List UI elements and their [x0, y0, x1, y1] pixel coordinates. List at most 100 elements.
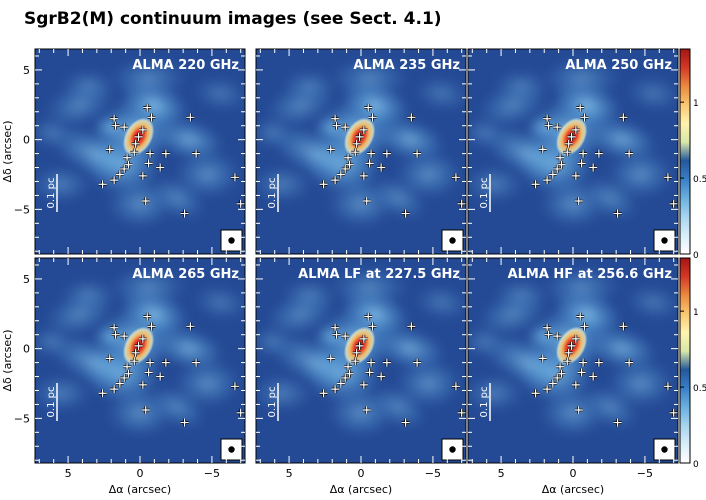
source-marker	[571, 125, 580, 134]
source-marker	[319, 389, 328, 398]
source-marker	[579, 358, 588, 367]
source-marker	[563, 357, 572, 366]
source-marker	[359, 171, 368, 180]
diffuse-emission	[35, 57, 245, 229]
source-marker	[110, 176, 119, 185]
diffuse-emission	[256, 57, 466, 229]
scale-bar-label: 0.1 pc	[479, 178, 490, 209]
source-marker	[331, 114, 340, 123]
source-marker	[161, 149, 170, 158]
source-marker	[556, 362, 565, 371]
source-marker	[134, 341, 143, 350]
source-marker	[120, 332, 129, 341]
source-marker	[115, 379, 124, 388]
source-marker	[564, 139, 573, 148]
source-marker	[571, 380, 580, 389]
source-marker	[413, 149, 422, 158]
colorbar-tick-label: 0	[693, 460, 699, 470]
source-marker	[110, 323, 119, 332]
source-marker	[192, 149, 201, 158]
source-marker	[105, 145, 114, 154]
source-marker	[230, 173, 239, 182]
panel-label: ALMA LF at 227.5 GHz	[298, 267, 460, 282]
source-marker	[134, 132, 143, 141]
source-marker	[553, 164, 562, 173]
source-marker	[367, 149, 376, 158]
source-marker	[98, 180, 107, 189]
source-marker	[625, 149, 634, 158]
colorbar-gradient	[679, 257, 691, 464]
source-marker	[110, 114, 119, 123]
x-tick-label: −5	[204, 467, 220, 480]
scale-bar-label: 0.1 pc	[479, 387, 490, 418]
source-markers	[319, 103, 466, 218]
y-tick-label: −5	[14, 203, 30, 216]
source-marker	[341, 332, 350, 341]
source-marker	[567, 341, 576, 350]
source-marker	[105, 354, 114, 363]
source-marker	[141, 197, 150, 206]
scale-bar-label: 0.1 pc	[46, 178, 57, 209]
source-marker	[531, 180, 540, 189]
source-marker	[589, 163, 598, 172]
panel-label: ALMA 220 GHz	[132, 58, 239, 73]
source-marker	[579, 149, 588, 158]
panel-label: ALMA 265 GHz	[132, 267, 239, 282]
source-marker	[407, 322, 416, 331]
y-tick-label: 0	[23, 134, 30, 147]
source-marker	[332, 121, 341, 130]
y-axis-label: Δδ (arcsec)	[1, 121, 14, 183]
source-marker	[236, 199, 245, 208]
source-marker	[110, 385, 119, 394]
source-marker	[407, 113, 416, 122]
source-marker	[382, 149, 391, 158]
scale-bar-label: 0.1 pc	[46, 387, 57, 418]
x-tick-label: 5	[65, 467, 72, 480]
source-markers	[319, 312, 466, 427]
source-marker	[362, 197, 371, 206]
x-tick-label: 5	[286, 467, 293, 480]
source-marker	[574, 406, 583, 415]
source-marker	[186, 322, 195, 331]
panel-1: ALMA 220 GHz 0.1 pc 5 0 −5 Δδ (arcsec)	[1, 48, 246, 255]
source-marker	[352, 348, 361, 357]
axis-ticks	[468, 49, 678, 254]
source-marker	[156, 163, 165, 172]
x-tick-label: 0	[570, 467, 577, 480]
source-marker	[571, 334, 580, 343]
source-marker	[364, 312, 373, 321]
panel-label: ALMA 235 GHz	[353, 58, 460, 73]
source-marker	[147, 113, 156, 122]
panel-4: ALMA 265 GHz 0.1 pc 5 0 −5 Δδ (arcsec) 5 0 −5 Δα …	[1, 257, 246, 496]
source-marker	[161, 358, 170, 367]
source-marker	[451, 382, 460, 391]
source-marker	[457, 199, 466, 208]
source-marker	[548, 170, 557, 179]
source-marker	[365, 159, 374, 168]
source-marker	[377, 372, 386, 381]
colorbar-tick-label: 0.5	[693, 175, 706, 185]
source-marker	[594, 149, 603, 158]
source-marker	[567, 132, 576, 141]
colorbar: 00.51	[679, 257, 706, 470]
source-marker	[556, 153, 565, 162]
source-marker	[341, 123, 350, 132]
source-marker	[367, 358, 376, 367]
source-marker	[131, 348, 140, 357]
source-marker	[144, 368, 153, 377]
source-marker	[345, 160, 354, 169]
source-marker	[331, 385, 340, 394]
source-marker	[192, 358, 201, 367]
source-marker	[130, 148, 139, 157]
source-marker	[359, 334, 368, 343]
diffuse-emission	[256, 266, 466, 438]
source-marker	[401, 418, 410, 427]
source-marker	[553, 123, 562, 132]
source-marker	[144, 159, 153, 168]
source-marker	[147, 322, 156, 331]
source-marker	[123, 153, 132, 162]
source-marker	[557, 369, 566, 378]
source-marker	[120, 164, 129, 173]
source-markers	[531, 312, 678, 427]
colorbar-tick-label: 0	[693, 251, 699, 261]
